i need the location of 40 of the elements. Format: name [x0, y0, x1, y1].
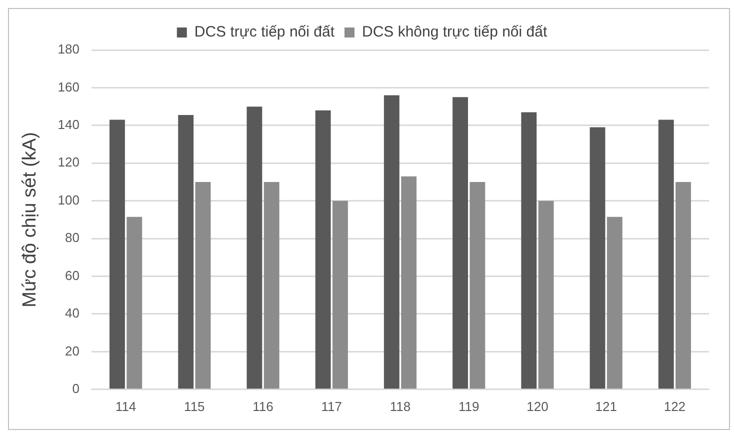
bar — [606, 216, 622, 389]
y-axis-title: Mức độ chịu sét (kA) — [20, 132, 41, 308]
x-tick-label: 115 — [184, 398, 205, 414]
bar — [126, 216, 142, 389]
bar — [676, 182, 691, 389]
legend-label: DCS không trực tiếp nối đất — [362, 24, 548, 41]
x-tick-label: 121 — [595, 398, 617, 414]
bar — [264, 182, 280, 389]
y-tick-label: 20 — [65, 343, 80, 358]
y-tick-label: 120 — [58, 154, 80, 170]
x-tick-label: 114 — [115, 398, 136, 414]
bar — [315, 110, 331, 389]
bar — [110, 120, 125, 389]
bar — [538, 200, 554, 389]
y-tick-label: 80 — [65, 230, 80, 246]
y-tick-label: 160 — [58, 79, 80, 94]
x-tick-label: 117 — [321, 398, 342, 414]
bar — [521, 112, 537, 389]
x-tick-label: 119 — [458, 398, 480, 414]
bar — [384, 95, 400, 389]
legend-label: DCS trực tiếp nối đất — [194, 24, 336, 41]
y-tick-label: 140 — [58, 117, 80, 132]
y-tick-label: 60 — [65, 268, 80, 283]
bar — [178, 115, 194, 389]
bar — [658, 120, 674, 389]
bar — [195, 182, 211, 389]
x-tick-label: 118 — [390, 398, 411, 414]
y-tick-label: 100 — [58, 192, 80, 208]
x-tick-label: 120 — [526, 398, 548, 414]
bar — [246, 106, 262, 389]
bar — [452, 97, 468, 389]
x-tick-label: 122 — [664, 398, 686, 414]
y-tick-label: 180 — [58, 42, 80, 57]
bar — [401, 176, 417, 389]
y-tick-label: 0 — [72, 380, 80, 396]
bar — [332, 200, 348, 389]
y-tick-label: 40 — [65, 306, 80, 321]
bar — [470, 182, 486, 389]
bar — [590, 127, 606, 389]
x-tick-label: 116 — [252, 398, 274, 414]
